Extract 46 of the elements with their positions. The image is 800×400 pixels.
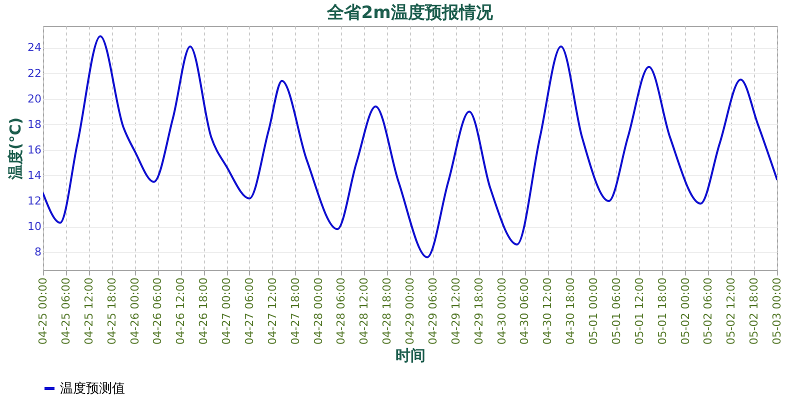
y-axis-title: 温度(°C) (6, 117, 25, 181)
x-tick-label: 04-27 06:00 (242, 278, 256, 345)
x-tick-label: 04-28 18:00 (380, 278, 394, 345)
x-tick-label: 05-01 06:00 (610, 278, 623, 345)
y-tick-label: 12 (28, 194, 42, 208)
y-tick-label: 24 (28, 41, 42, 54)
x-tick-label: 04-27 00:00 (220, 278, 233, 345)
x-tick-label: 04-29 12:00 (449, 278, 462, 345)
x-tick-label: 04-26 18:00 (197, 278, 210, 345)
x-tick-label: 04-28 00:00 (312, 278, 325, 345)
x-tick-label: 04-30 12:00 (541, 278, 554, 345)
x-tick-label: 05-01 18:00 (656, 278, 669, 345)
legend-label: 温度预测值 (60, 380, 125, 396)
x-tick-label: 04-29 06:00 (426, 278, 440, 345)
x-tick-label: 05-02 06:00 (702, 278, 715, 345)
x-tick-label: 04-27 12:00 (266, 278, 279, 345)
x-tick-label: 05-02 00:00 (678, 278, 692, 345)
x-tick-label: 04-26 06:00 (151, 278, 164, 345)
x-tick-label: 05-01 00:00 (587, 278, 600, 345)
x-tick-label: 04-25 18:00 (105, 278, 118, 345)
x-tick-label: 04-29 00:00 (404, 278, 416, 345)
x-tick-label: 05-02 12:00 (724, 278, 738, 345)
x-tick-label: 04-25 00:00 (36, 278, 50, 345)
x-tick-label: 04-26 00:00 (128, 278, 142, 345)
x-tick-label: 04-30 00:00 (495, 278, 508, 345)
x-tick-label: 05-02 18:00 (748, 278, 761, 345)
x-tick-label: 05-03 00:00 (770, 278, 784, 345)
x-tick-label: 04-30 06:00 (518, 278, 532, 345)
y-tick-label: 16 (28, 143, 42, 156)
y-tick-label: 18 (28, 118, 42, 131)
y-tick-label: 8 (34, 246, 42, 259)
x-tick-label: 04-29 18:00 (472, 278, 486, 345)
y-tick-label: 14 (28, 168, 42, 182)
x-tick-label: 04-30 18:00 (564, 278, 578, 345)
x-axis-title: 时间 (396, 346, 426, 365)
y-tick-label: 10 (28, 220, 42, 234)
chart-title: 全省2m温度预报情况 (326, 3, 494, 23)
x-tick-label: 05-01 12:00 (632, 278, 646, 345)
x-tick-label: 04-27 18:00 (288, 278, 302, 345)
x-tick-label: 04-28 06:00 (334, 278, 348, 345)
x-tick-label: 04-25 12:00 (82, 278, 96, 345)
x-tick-label: 04-26 12:00 (174, 278, 188, 345)
x-tick-label: 04-25 06:00 (59, 278, 72, 345)
y-tick-label: 22 (28, 66, 42, 80)
x-tick-label: 04-28 12:00 (358, 278, 371, 345)
y-tick-label: 20 (28, 92, 42, 106)
